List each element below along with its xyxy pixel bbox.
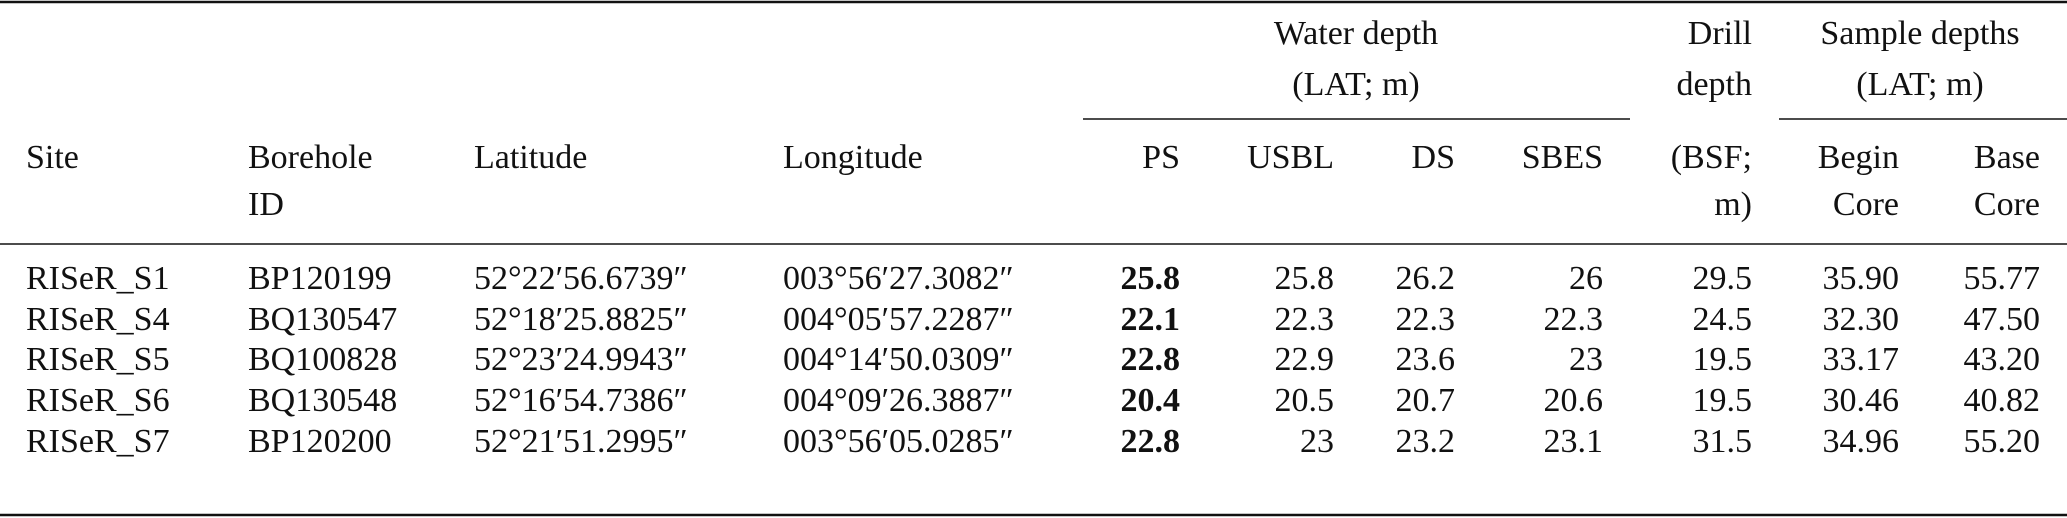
cell: 22.8 xyxy=(1121,341,1181,378)
group-header: Water depth xyxy=(1274,15,1438,52)
cell: 52°18′25.8825″ xyxy=(474,301,688,338)
cell: 52°21′51.2995″ xyxy=(474,423,688,460)
cell: 29.5 xyxy=(1693,260,1753,297)
cell: 40.82 xyxy=(1964,382,2041,419)
column-header: DS xyxy=(1412,139,1455,176)
group-header: (LAT; m) xyxy=(1856,66,1983,103)
cell: RISeR_S6 xyxy=(26,382,170,419)
cell: RISeR_S5 xyxy=(26,341,170,378)
cell: RISeR_S1 xyxy=(26,260,170,297)
cell: 43.20 xyxy=(1964,341,2041,378)
cell: 55.77 xyxy=(1964,260,2041,297)
cell: BQ130547 xyxy=(248,301,397,338)
column-header: Core xyxy=(1833,186,1899,223)
cell: BP120200 xyxy=(248,423,392,460)
column-header: Base xyxy=(1974,139,2040,176)
column-header: Begin xyxy=(1818,139,1899,176)
cell: 22.3 xyxy=(1544,301,1604,338)
cell: 20.7 xyxy=(1396,382,1456,419)
cell: 22.1 xyxy=(1121,301,1181,338)
cell: 23.6 xyxy=(1396,341,1456,378)
cell: 004°09′26.3887″ xyxy=(783,382,1014,419)
column-header: ID xyxy=(248,186,284,223)
cell: 003°56′05.0285″ xyxy=(783,423,1014,460)
column-header: USBL xyxy=(1247,139,1334,176)
cell: 22.3 xyxy=(1396,301,1456,338)
cell: 26.2 xyxy=(1396,260,1456,297)
column-header: Drill xyxy=(1688,15,1752,52)
cell: 20.5 xyxy=(1275,382,1335,419)
cell: 19.5 xyxy=(1693,341,1753,378)
cell: 47.50 xyxy=(1964,301,2041,338)
cell: 20.4 xyxy=(1121,382,1181,419)
cell: 32.30 xyxy=(1823,301,1900,338)
group-header: Sample depths xyxy=(1820,15,2019,52)
cell: BQ100828 xyxy=(248,341,397,378)
cell: 22.3 xyxy=(1275,301,1335,338)
cell: RISeR_S7 xyxy=(26,423,170,460)
cell: 24.5 xyxy=(1693,301,1753,338)
group-header: (LAT; m) xyxy=(1292,66,1419,103)
column-header: m) xyxy=(1714,186,1752,223)
cell: 34.96 xyxy=(1823,423,1900,460)
column-header: (BSF; xyxy=(1671,139,1752,176)
cell: 004°05′57.2287″ xyxy=(783,301,1014,338)
column-header: Borehole xyxy=(248,139,373,176)
cell: BP120199 xyxy=(248,260,392,297)
cell: 31.5 xyxy=(1693,423,1753,460)
cell: 26 xyxy=(1569,260,1603,297)
column-header: SBES xyxy=(1522,139,1603,176)
column-header: depth xyxy=(1676,66,1752,103)
cell: 52°22′56.6739″ xyxy=(474,260,688,297)
cell: 35.90 xyxy=(1823,260,1900,297)
cell: 55.20 xyxy=(1964,423,2041,460)
cell: BQ130548 xyxy=(248,382,397,419)
cell: 23 xyxy=(1569,341,1603,378)
cell: 33.17 xyxy=(1823,341,1900,378)
cell: 25.8 xyxy=(1275,260,1335,297)
cell: 23 xyxy=(1300,423,1334,460)
cell: 25.8 xyxy=(1121,260,1181,297)
column-header: Core xyxy=(1974,186,2040,223)
cell: 22.8 xyxy=(1121,423,1181,460)
cell: 19.5 xyxy=(1693,382,1753,419)
cell: 23.2 xyxy=(1396,423,1456,460)
cell: 003°56′27.3082″ xyxy=(783,260,1014,297)
cell: 52°16′54.7386″ xyxy=(474,382,688,419)
cell: 23.1 xyxy=(1544,423,1604,460)
cell: RISeR_S4 xyxy=(26,301,170,338)
cell: 20.6 xyxy=(1544,382,1604,419)
column-header: Longitude xyxy=(783,139,923,176)
cell: 004°14′50.0309″ xyxy=(783,341,1014,378)
column-header: Latitude xyxy=(474,139,587,176)
column-header: Site xyxy=(26,139,79,176)
cell: 30.46 xyxy=(1823,382,1900,419)
cell: 52°23′24.9943″ xyxy=(474,341,688,378)
cell: 22.9 xyxy=(1275,341,1335,378)
column-header: PS xyxy=(1142,139,1180,176)
